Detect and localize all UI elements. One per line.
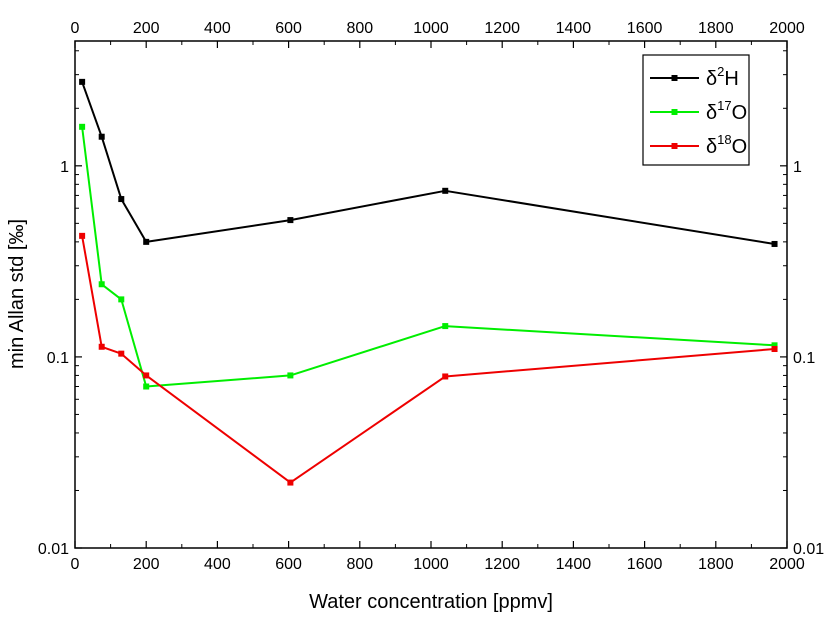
data-point [118,296,125,303]
y-tick-label-right: 0.1 [793,350,815,367]
legend-label: δ17O [706,98,747,124]
data-point [771,342,778,349]
y-tick-label-right: 0.01 [793,541,824,558]
y-tick-label-left: 0.01 [38,541,69,558]
data-point [98,343,105,350]
legend-label: δ2H [706,64,739,90]
data-point [118,350,125,357]
data-point [98,281,105,288]
x-tick-label-top: 1400 [556,20,592,37]
x-tick-label-top: 200 [133,20,160,37]
legend-marker [671,143,678,149]
x-tick-label-bottom: 600 [275,556,302,573]
x-tick-label-bottom: 1800 [698,556,734,573]
x-tick-label-bottom: 0 [71,556,80,573]
x-tick-label-top: 400 [204,20,231,37]
x-tick-label-top: 0 [71,20,80,37]
data-point [442,187,449,194]
data-point [771,240,778,247]
data-point [143,238,150,245]
x-tick-label-top: 800 [346,20,373,37]
x-tick-label-top: 1800 [698,20,734,37]
data-point [143,383,150,390]
x-tick-label-bottom: 1200 [484,556,520,573]
ticks-group: 0020020040040060060080080010001000120012… [38,20,824,573]
x-tick-label-bottom: 2000 [769,556,805,573]
series-line-2 [81,235,775,484]
data-point [771,346,778,353]
x-tick-label-bottom: 800 [346,556,373,573]
x-tick-label-top: 600 [275,20,302,37]
data-point [442,323,449,330]
x-tick-label-bottom: 200 [133,556,160,573]
x-tick-label-top: 1200 [484,20,520,37]
x-axis-title: Water concentration [ppmv] [309,591,553,613]
series-group [79,78,778,486]
y-tick-label-right: 1 [793,159,802,176]
data-point [79,232,86,239]
data-point [79,78,86,85]
data-point [287,479,294,486]
data-point [79,123,86,130]
legend-marker [671,109,678,115]
x-tick-label-bottom: 1400 [556,556,592,573]
series-line-1 [81,126,775,388]
data-point [287,372,294,379]
x-tick-label-bottom: 1000 [413,556,449,573]
data-point [143,372,150,379]
legend-label: δ18O [706,132,747,158]
x-tick-label-top: 1000 [413,20,449,37]
legend: δ2H δ17O δ18O [642,54,750,166]
x-tick-label-bottom: 400 [204,556,231,573]
x-tick-label-top: 1600 [627,20,663,37]
y-axis-title: min Allan std [‰] [6,219,28,369]
legend-marker [671,75,678,81]
data-point [98,133,105,140]
data-point [118,196,125,203]
x-tick-label-bottom: 1600 [627,556,663,573]
y-tick-label-left: 0.1 [47,350,69,367]
y-tick-label-left: 1 [60,159,69,176]
data-point [442,373,449,380]
data-point [287,217,294,224]
x-tick-label-top: 2000 [769,20,805,37]
